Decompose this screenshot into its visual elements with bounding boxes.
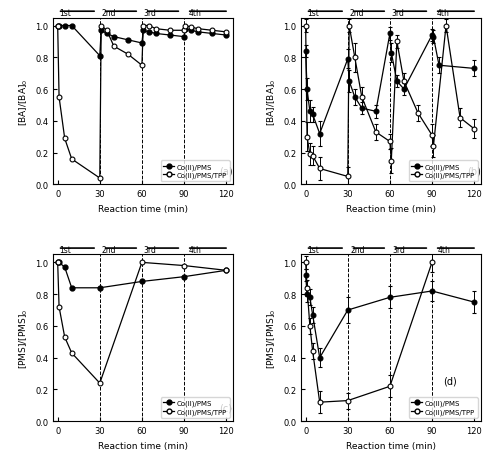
Text: 3rd: 3rd <box>393 245 406 254</box>
Text: 4th: 4th <box>188 245 201 254</box>
Text: 1st: 1st <box>59 245 71 254</box>
Text: 3rd: 3rd <box>143 245 156 254</box>
Text: (d): (d) <box>443 375 457 385</box>
Text: 4th: 4th <box>437 245 451 254</box>
Text: 3rd: 3rd <box>391 9 404 18</box>
Y-axis label: [BA]/[BA]$_0$: [BA]/[BA]$_0$ <box>265 78 278 125</box>
Text: 1st: 1st <box>59 9 71 18</box>
Text: 2nd: 2nd <box>101 9 116 18</box>
Text: 2nd: 2nd <box>350 245 365 254</box>
Y-axis label: [PMS]/[PMS]$_0$: [PMS]/[PMS]$_0$ <box>17 308 30 369</box>
Legend: Co(II)/PMS, Co(II)/PMS/TPP: Co(II)/PMS, Co(II)/PMS/TPP <box>161 397 230 418</box>
Text: 2nd: 2nd <box>349 9 364 18</box>
Text: 2nd: 2nd <box>101 245 116 254</box>
X-axis label: Reaction time (min): Reaction time (min) <box>347 204 436 213</box>
Text: (c): (c) <box>219 402 232 412</box>
Text: 1st: 1st <box>307 9 319 18</box>
Legend: Co(II)/PMS, Co(II)/PMS/TPP: Co(II)/PMS, Co(II)/PMS/TPP <box>161 161 230 181</box>
Y-axis label: [PMS]/[PMS]$_0$: [PMS]/[PMS]$_0$ <box>265 308 278 369</box>
Text: 4th: 4th <box>436 9 449 18</box>
Text: 1st: 1st <box>307 245 319 254</box>
Y-axis label: [BA]/[BA]$_0$: [BA]/[BA]$_0$ <box>17 78 30 125</box>
Text: (a): (a) <box>219 166 233 176</box>
Legend: Co(II)/PMS, Co(II)/PMS/TPP: Co(II)/PMS, Co(II)/PMS/TPP <box>409 397 478 418</box>
X-axis label: Reaction time (min): Reaction time (min) <box>98 204 188 213</box>
X-axis label: Reaction time (min): Reaction time (min) <box>98 441 188 450</box>
Legend: Co(II)/PMS, Co(II)/PMS/TPP: Co(II)/PMS, Co(II)/PMS/TPP <box>409 161 478 181</box>
X-axis label: Reaction time (min): Reaction time (min) <box>347 441 436 450</box>
Text: 4th: 4th <box>188 9 201 18</box>
Text: 3rd: 3rd <box>143 9 156 18</box>
Text: (b): (b) <box>467 166 481 176</box>
